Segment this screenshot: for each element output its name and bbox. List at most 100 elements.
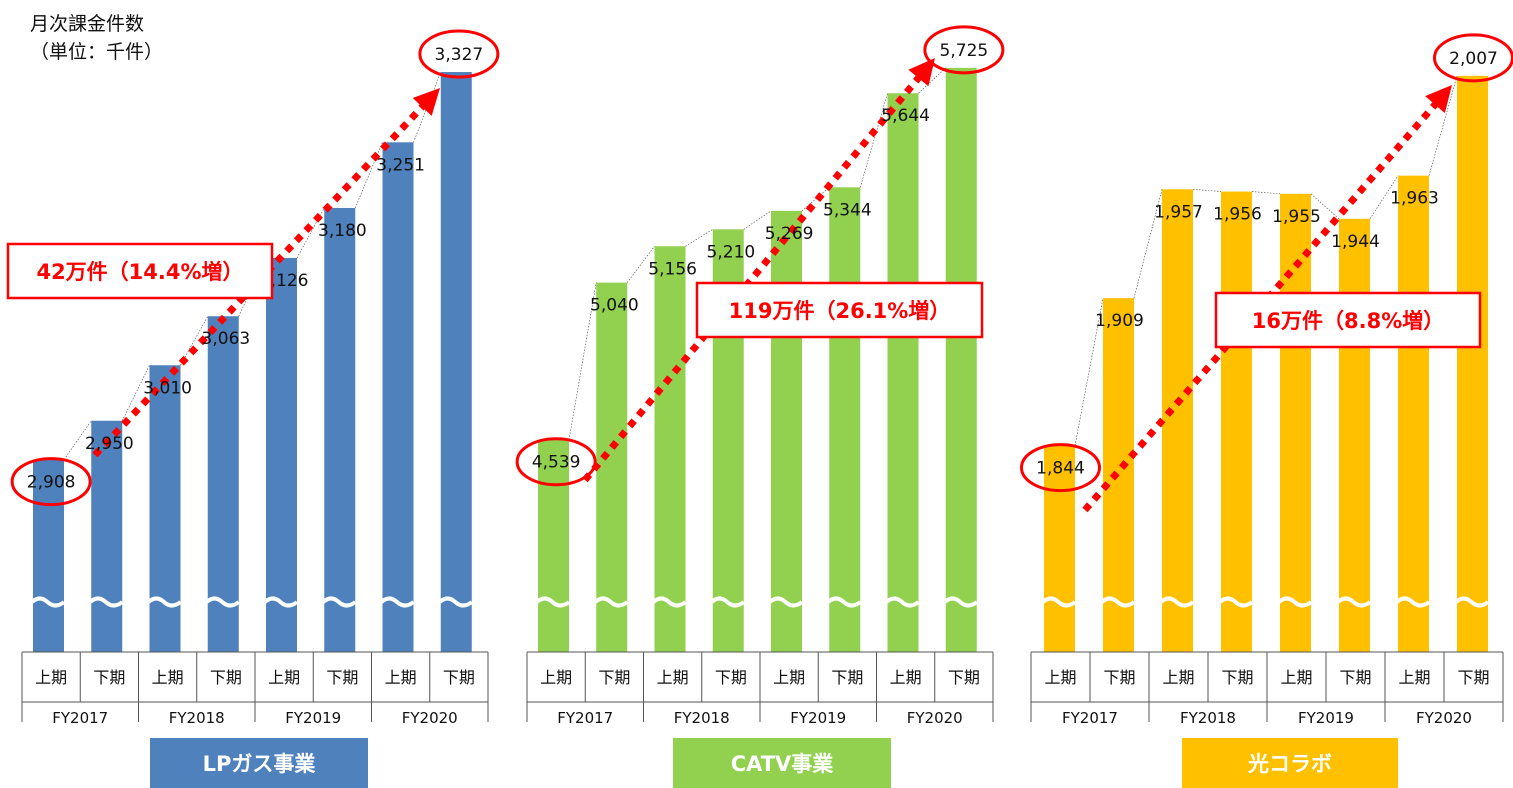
value-label: 5,725 [940, 41, 989, 61]
chart-title-banner: 光コラボ [1182, 738, 1398, 788]
category-label: 下期 [1103, 668, 1135, 687]
value-label: 3,327 [435, 45, 484, 65]
highlight-ellipse [418, 29, 500, 79]
year-label: FY2018 [674, 709, 730, 727]
axis-break-mark [438, 596, 473, 608]
category-label: 上期 [152, 668, 184, 687]
value-label: 1,955 [1272, 207, 1321, 227]
bar [324, 208, 356, 652]
bar [440, 72, 472, 652]
axis-break-mark [1159, 596, 1195, 608]
category-label: 上期 [890, 668, 922, 687]
unit-title-line2: （単位：千件） [30, 41, 164, 63]
connector-line [121, 365, 150, 421]
value-label: 1,844 [1036, 459, 1085, 479]
category-label: 上期 [1044, 668, 1076, 687]
bar [91, 420, 123, 652]
category-label: 下期 [948, 668, 980, 687]
year-label: FY2017 [557, 709, 613, 727]
bar [596, 282, 628, 652]
annotation-box [6, 242, 274, 300]
value-label: 4,539 [532, 453, 581, 473]
connector-line [1251, 191, 1281, 195]
category-label: 下期 [326, 668, 358, 687]
category-label: 上期 [35, 668, 67, 687]
value-label: 1,956 [1213, 205, 1262, 225]
axis-break-mark [1218, 596, 1254, 608]
category-label: 上期 [540, 668, 572, 687]
connector-line [685, 229, 713, 247]
value-label: 1,944 [1331, 232, 1380, 252]
year-label: FY2020 [1416, 709, 1472, 727]
value-label: 3,180 [318, 221, 367, 241]
axis-break-mark [1277, 596, 1313, 608]
category-label: 下期 [93, 668, 125, 687]
chart-title-banner: LPガス事業 [150, 738, 368, 788]
value-label: 3,010 [143, 378, 192, 398]
category-label: 上期 [1398, 668, 1430, 687]
axis-break-mark [1336, 596, 1372, 608]
connector-line [1192, 188, 1222, 192]
axis-break-mark [321, 596, 357, 608]
value-label: 2,908 [27, 473, 76, 493]
axis-break-mark [263, 596, 299, 608]
category-label: 上期 [385, 668, 417, 687]
category-label: 下期 [210, 668, 242, 687]
category-label: 下期 [715, 668, 747, 687]
value-label: 1,909 [1095, 311, 1144, 331]
connector-line [1369, 175, 1399, 219]
bar [1162, 189, 1193, 652]
annotation-box [695, 281, 984, 339]
axis-break-mark [1041, 596, 1077, 608]
year-label: FY2019 [790, 709, 846, 727]
connector-line [296, 207, 325, 259]
bar [1457, 75, 1488, 653]
axis-break-mark [1100, 596, 1136, 608]
connector-line [1133, 189, 1163, 299]
value-label: 2,950 [85, 434, 134, 454]
value-label: 5,040 [590, 296, 639, 316]
annotation-box [1214, 291, 1482, 349]
year-label: FY2017 [52, 709, 108, 727]
category-label: 上期 [1162, 668, 1194, 687]
axis-break-mark [30, 596, 66, 608]
year-label: FY2020 [907, 709, 963, 727]
value-label: 5,269 [765, 224, 814, 244]
bar [945, 67, 977, 652]
connector-line [859, 93, 888, 188]
axis-break-mark [652, 596, 687, 608]
bar [829, 187, 861, 652]
axis-break-mark [768, 596, 804, 608]
axis-break-mark [380, 596, 415, 608]
connector-line [568, 282, 597, 440]
chart-title-banner: CATV事業 [673, 738, 891, 788]
category-label: 上期 [773, 668, 805, 687]
bar [207, 316, 239, 652]
value-label: 3,251 [376, 155, 425, 175]
bar [266, 257, 297, 652]
value-label: 3,063 [202, 329, 251, 349]
connector-line [413, 71, 442, 143]
connector-line [1074, 298, 1104, 446]
bar [771, 210, 802, 653]
category-label: 下期 [443, 668, 475, 687]
chart-1: 4,539 5,040 5,156 5,210 5,269 5,344 5,644 5,725… [515, 25, 1005, 727]
connector-line [743, 210, 772, 230]
connector-line [1428, 75, 1458, 176]
bar [1398, 175, 1429, 652]
bar [654, 246, 686, 652]
connector-line [63, 420, 92, 460]
annotation-text: 42万件（14.4%増） [36, 260, 243, 284]
value-label: 1,957 [1154, 202, 1203, 222]
bar [382, 142, 414, 652]
value-label: 5,344 [823, 200, 872, 220]
highlight-ellipse [923, 25, 1005, 75]
axis-break-mark [1454, 596, 1490, 608]
category-label: 下期 [1339, 668, 1371, 687]
axis-break-mark [205, 596, 240, 608]
year-label: FY2019 [285, 709, 341, 727]
category-label: 上期 [1280, 668, 1312, 687]
bar [149, 365, 181, 652]
highlight-ellipse [515, 437, 597, 487]
year-label: FY2018 [1180, 709, 1236, 727]
